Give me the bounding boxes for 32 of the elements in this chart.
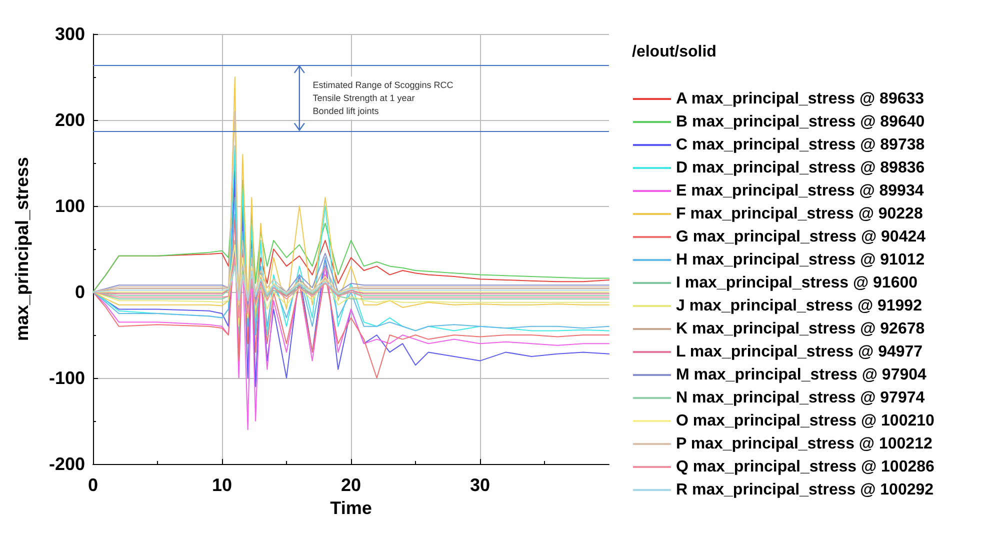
x-tick-label: 10 [212, 475, 232, 495]
legend-label: L max_principal_stress @ 94977 [676, 344, 923, 360]
legend-label: R max_principal_stress @ 100292 [676, 482, 934, 498]
x-axis-title: Time [330, 498, 372, 518]
y-axis-title: max_principal_stress [12, 156, 32, 342]
y-tick-label: -200 [48, 454, 85, 474]
legend-label: I max_principal_stress @ 91600 [676, 274, 918, 292]
legend-label: B max_principal_stress @ 89640 [676, 114, 925, 130]
legend-label: Q max_principal_stress @ 100286 [676, 458, 935, 476]
x-tick-label: 20 [340, 475, 362, 495]
x-tick-label: 0 [88, 475, 98, 495]
legend-label: E max_principal_stress @ 89934 [676, 182, 924, 200]
legend-label: J max_principal_stress @ 91992 [676, 298, 922, 314]
y-tick-label: -100 [48, 368, 85, 388]
legend-label: D max_principal_stress @ 89836 [676, 160, 925, 176]
legend-label: C max_principal_stress @ 89738 [676, 136, 925, 154]
y-tick-label: 300 [54, 24, 85, 44]
legend-label: A max_principal_stress @ 89633 [676, 90, 924, 108]
legend-label: N max_principal_stress @ 97974 [676, 390, 925, 406]
legend-label: O max_principal_stress @ 100210 [676, 412, 935, 430]
legend-label: F max_principal_stress @ 90228 [676, 206, 923, 222]
y-tick-label: 0 [74, 282, 85, 302]
annotation: Estimated Range of Scoggins RCC Tensile Strength at 1 year Bonded lift joints [312, 80, 454, 116]
legend-label: P max_principal_stress @ 100212 [676, 436, 932, 452]
x-tick-label: 30 [470, 475, 490, 495]
y-tick-label: 100 [54, 196, 85, 216]
legend-title: /elout/solid [632, 44, 716, 60]
legend-label: G max_principal_stress @ 90424 [676, 228, 926, 246]
legend-label: K max_principal_stress @ 92678 [676, 320, 925, 338]
legend-label: H max_principal_stress @ 91012 [676, 252, 925, 268]
y-tick-label: 200 [54, 110, 85, 130]
legend-label: M max_principal_stress @ 97904 [676, 366, 927, 384]
